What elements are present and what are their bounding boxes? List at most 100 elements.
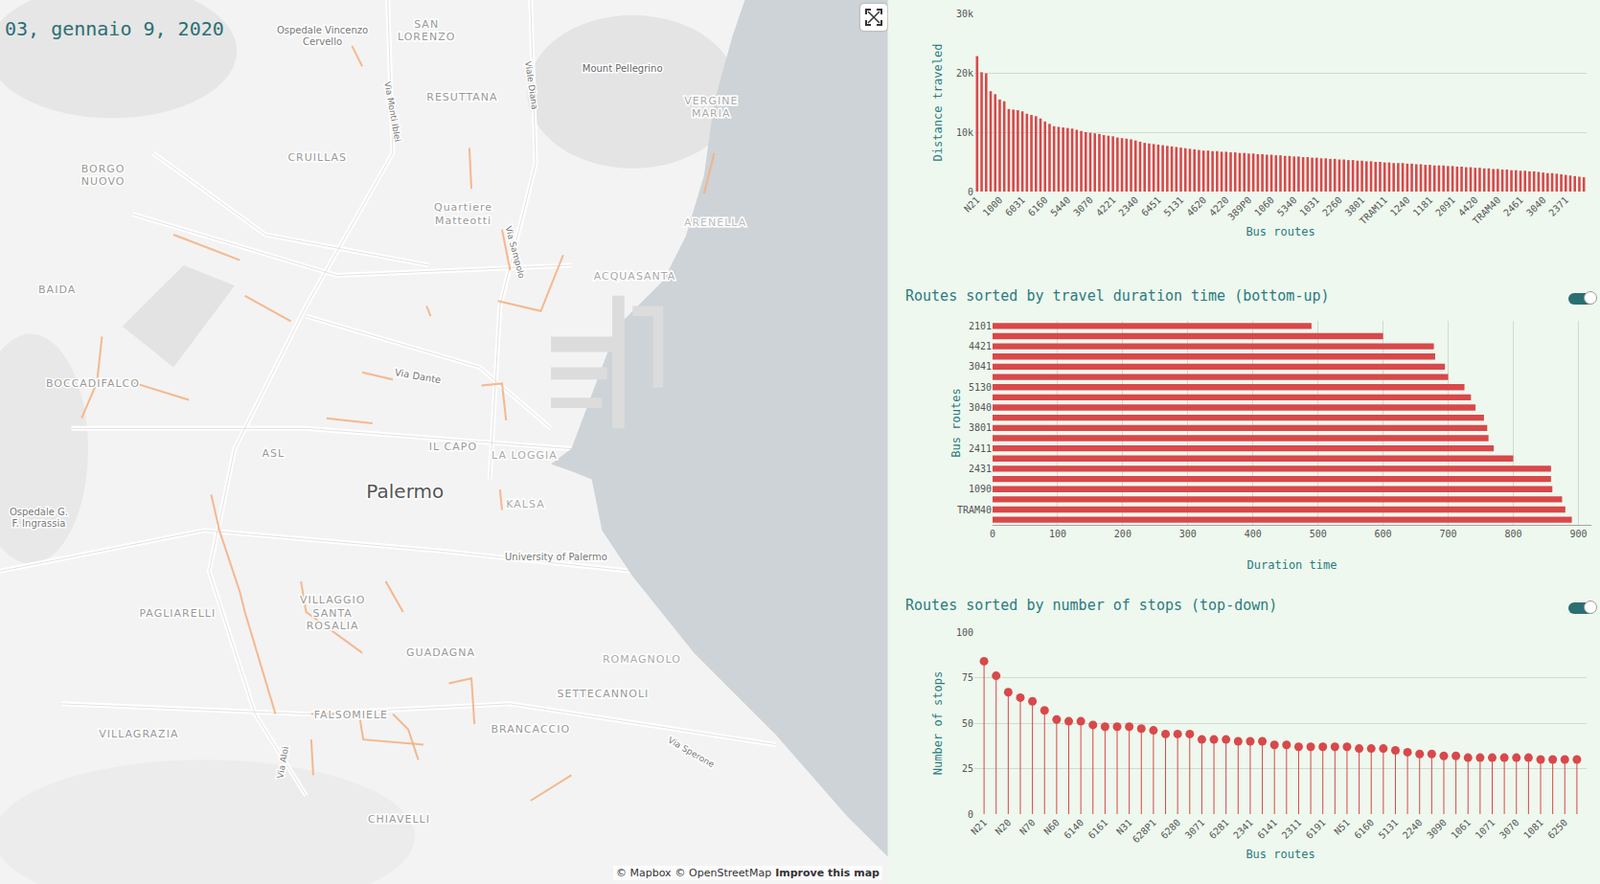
svg-text:Via Dante: Via Dante [393, 366, 442, 386]
svg-text:1071: 1071 [1473, 817, 1498, 842]
svg-text:University of Palermo: University of Palermo [504, 551, 608, 563]
svg-text:2240: 2240 [1400, 817, 1425, 842]
svg-text:4221: 4221 [1094, 194, 1119, 219]
svg-text:BORGONUOVO: BORGONUOVO [81, 162, 126, 188]
svg-text:500: 500 [1309, 528, 1327, 540]
svg-text:2260: 2260 [1320, 194, 1345, 219]
svg-text:N51: N51 [1331, 817, 1352, 838]
svg-text:FALSOMIELE: FALSOMIELE [314, 708, 389, 722]
svg-text:GUADAGNA: GUADAGNA [406, 646, 476, 660]
svg-text:ROMAGNOLO: ROMAGNOLO [602, 653, 682, 666]
svg-text:0: 0 [967, 186, 974, 198]
svg-text:389P0: 389P0 [1225, 194, 1254, 223]
svg-text:5130: 5130 [968, 382, 992, 393]
svg-text:Ospedale VincenzoCervello: Ospedale VincenzoCervello [276, 24, 368, 47]
svg-text:1240: 1240 [1388, 194, 1413, 219]
svg-text:628P1: 628P1 [1130, 817, 1159, 846]
svg-text:6160: 6160 [1351, 817, 1376, 842]
svg-text:2101: 2101 [968, 320, 992, 332]
svg-text:3801: 3801 [1343, 194, 1368, 219]
svg-text:2341: 2341 [1231, 817, 1256, 842]
svg-text:Via Sperone: Via Sperone [666, 735, 717, 771]
svg-text:TRAM11: TRAM11 [1357, 194, 1390, 227]
svg-text:SETTECANNOLI: SETTECANNOLI [557, 687, 650, 701]
svg-text:Via Aloi: Via Aloi [274, 746, 291, 780]
svg-text:0: 0 [967, 809, 974, 821]
svg-text:N20: N20 [993, 817, 1014, 838]
svg-text:N70: N70 [1017, 817, 1038, 838]
svg-text:0: 0 [989, 528, 996, 540]
svg-text:25: 25 [961, 763, 974, 775]
svg-text:CHIAVELLI: CHIAVELLI [367, 813, 431, 826]
svg-text:5340: 5340 [1275, 194, 1300, 219]
svg-text:200: 200 [1114, 528, 1132, 540]
svg-text:4421: 4421 [968, 341, 992, 352]
svg-text:Bus routes: Bus routes [1245, 847, 1315, 862]
svg-text:2461: 2461 [1501, 194, 1526, 219]
svg-text:BRANCACCIO: BRANCACCIO [490, 723, 571, 736]
svg-text:1081: 1081 [1521, 817, 1546, 842]
svg-text:3071: 3071 [1183, 817, 1208, 842]
svg-text:6280: 6280 [1158, 817, 1183, 842]
svg-text:N60: N60 [1041, 817, 1062, 838]
svg-text:800: 800 [1504, 528, 1522, 540]
svg-text:Bus routes: Bus routes [949, 388, 963, 458]
svg-text:Ospedale G.F. Ingrassia: Ospedale G.F. Ingrassia [9, 506, 69, 529]
svg-text:75: 75 [961, 672, 974, 684]
svg-text:1000: 1000 [981, 194, 1006, 219]
svg-text:6031: 6031 [1003, 194, 1028, 219]
svg-text:3070: 3070 [1071, 194, 1096, 219]
svg-text:QuartiereMatteotti: QuartiereMatteotti [434, 201, 493, 227]
svg-text:6191: 6191 [1303, 817, 1328, 842]
svg-text:N31: N31 [1114, 817, 1135, 838]
svg-text:20k: 20k [956, 68, 974, 79]
svg-text:ARENELLA: ARENELLA [684, 216, 747, 229]
svg-text:5131: 5131 [1162, 194, 1187, 219]
svg-text:Duration time: Duration time [1247, 558, 1338, 572]
svg-text:LA LOGGIA: LA LOGGIA [491, 449, 558, 462]
svg-text:TRAM40: TRAM40 [957, 504, 992, 516]
svg-text:5131: 5131 [1376, 817, 1401, 842]
svg-text:100: 100 [1049, 528, 1067, 540]
svg-text:1090: 1090 [968, 483, 992, 495]
svg-text:4620: 4620 [1184, 194, 1209, 219]
svg-text:6161: 6161 [1086, 817, 1111, 842]
svg-text:2311: 2311 [1280, 817, 1304, 842]
svg-text:6451: 6451 [1139, 194, 1164, 219]
svg-text:Distance traveled: Distance traveled [931, 44, 945, 162]
svg-text:3040: 3040 [1524, 194, 1549, 219]
svg-text:4220: 4220 [1207, 194, 1232, 219]
svg-text:Via Monti Iblei: Via Monti Iblei [382, 80, 403, 142]
svg-text:5440: 5440 [1048, 194, 1073, 219]
svg-text:Via Sampolo: Via Sampolo [502, 225, 526, 280]
svg-text:3801: 3801 [968, 422, 992, 434]
svg-text:CRUILLAS: CRUILLAS [287, 151, 347, 164]
svg-text:VERGINEMARIA: VERGINEMARIA [684, 94, 738, 120]
svg-text:900: 900 [1569, 528, 1587, 540]
svg-text:Number of stops: Number of stops [931, 671, 945, 776]
svg-text:2091: 2091 [1433, 194, 1458, 219]
svg-text:1061: 1061 [1448, 817, 1473, 842]
svg-text:Bus routes: Bus routes [1245, 225, 1315, 239]
svg-text:600: 600 [1374, 528, 1393, 540]
svg-text:Viale Diana: Viale Diana [523, 60, 540, 111]
svg-text:IL CAPO: IL CAPO [429, 440, 478, 454]
svg-text:3041: 3041 [968, 361, 992, 372]
svg-text:Palermo: Palermo [365, 480, 444, 503]
svg-text:2371: 2371 [1546, 194, 1571, 219]
svg-text:PAGLIARELLI: PAGLIARELLI [138, 607, 216, 620]
svg-text:ASL: ASL [262, 447, 286, 460]
svg-text:3090: 3090 [1424, 817, 1449, 842]
svg-text:TRAM40: TRAM40 [1470, 194, 1503, 227]
svg-text:3070: 3070 [1497, 817, 1522, 842]
svg-text:BOCCADIFALCO: BOCCADIFALCO [45, 377, 140, 390]
svg-text:KALSA: KALSA [505, 498, 545, 511]
svg-text:2431: 2431 [968, 463, 992, 475]
svg-text:ACQUASANTA: ACQUASANTA [594, 270, 677, 283]
svg-text:6250: 6250 [1545, 817, 1570, 842]
svg-text:1181: 1181 [1411, 194, 1436, 219]
svg-text:700: 700 [1440, 528, 1458, 540]
svg-text:2411: 2411 [968, 443, 992, 455]
svg-text:VILLAGGIOSANTAROSALIA: VILLAGGIOSANTAROSALIA [299, 594, 366, 632]
svg-text:6281: 6281 [1207, 817, 1232, 842]
